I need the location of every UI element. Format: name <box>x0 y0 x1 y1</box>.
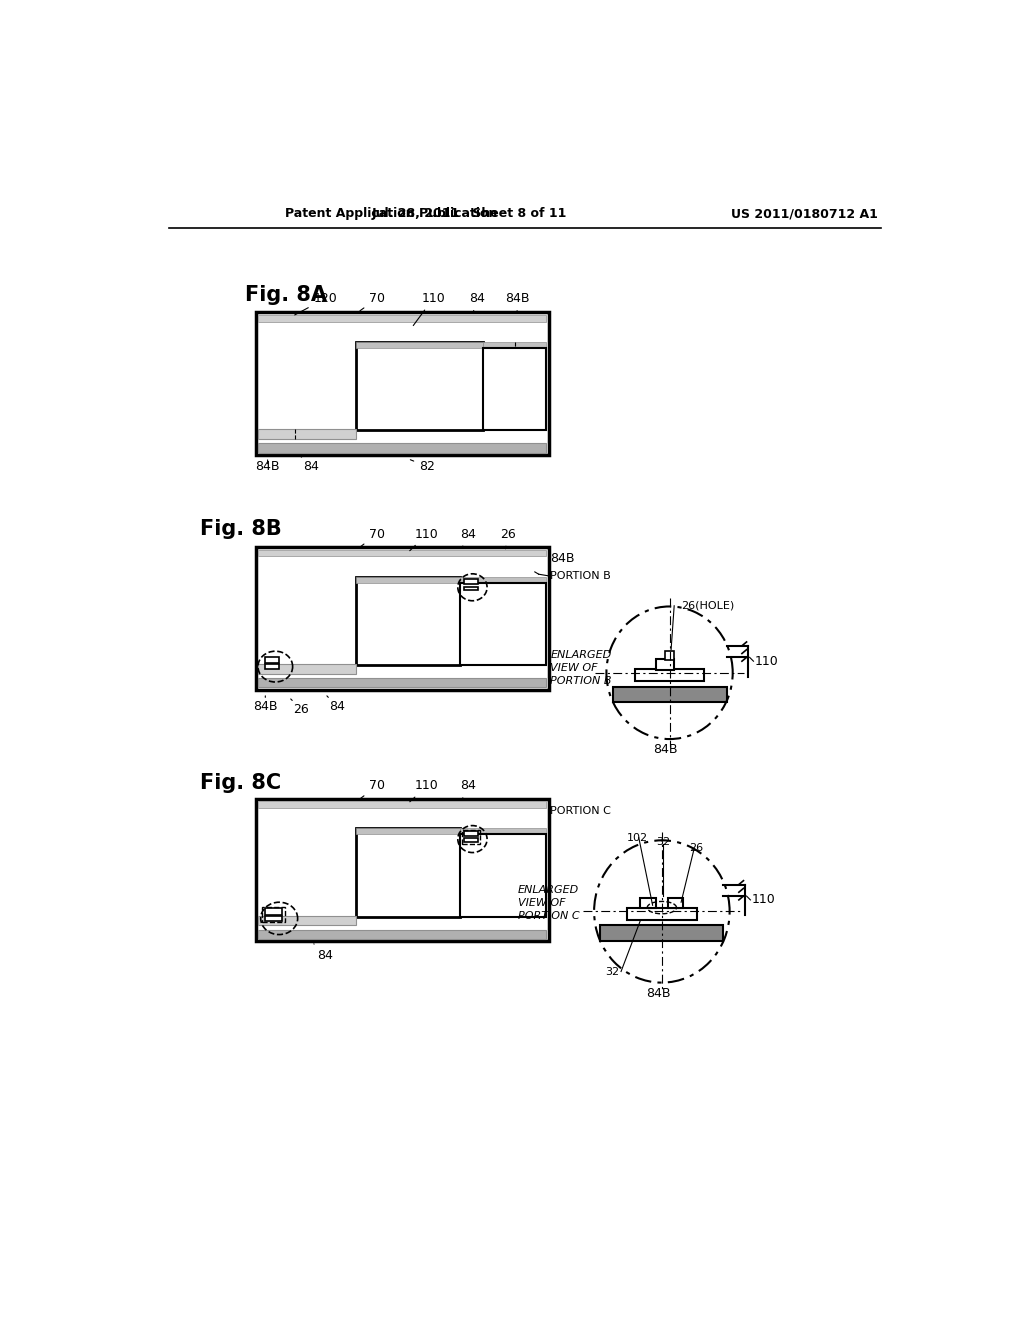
Bar <box>265 656 280 663</box>
Text: Fig. 8B: Fig. 8B <box>200 519 282 539</box>
Text: 70: 70 <box>360 292 385 310</box>
Text: 84B: 84B <box>255 459 280 473</box>
Text: 84: 84 <box>460 779 476 799</box>
Text: 84: 84 <box>460 528 476 546</box>
Text: PORTION B: PORTION B <box>550 676 611 686</box>
Bar <box>462 830 480 843</box>
Bar <box>665 651 674 660</box>
Text: 110: 110 <box>410 528 439 550</box>
Bar <box>258 549 547 557</box>
Bar <box>258 314 547 322</box>
Bar <box>464 838 478 842</box>
Text: PORTION B: PORTION B <box>550 570 611 581</box>
Bar <box>356 577 460 582</box>
Bar <box>460 829 547 834</box>
Text: ENLARGED: ENLARGED <box>550 649 611 660</box>
Bar <box>265 664 280 669</box>
Bar <box>628 908 696 920</box>
Bar <box>258 664 356 673</box>
Text: 70: 70 <box>359 779 385 799</box>
Text: 84: 84 <box>327 696 345 713</box>
Text: 32: 32 <box>656 837 671 847</box>
Text: 120: 120 <box>295 292 337 315</box>
Text: 26: 26 <box>500 528 516 549</box>
Text: 70: 70 <box>359 528 385 546</box>
Text: 84: 84 <box>469 292 485 313</box>
Bar <box>258 801 547 808</box>
Bar <box>256 548 549 689</box>
Text: 84B: 84B <box>646 986 671 999</box>
Bar <box>258 678 547 688</box>
Bar <box>258 444 547 453</box>
Bar <box>256 799 549 941</box>
Bar <box>464 578 478 585</box>
Text: 26: 26 <box>291 700 309 717</box>
Text: ENLARGED: ENLARGED <box>518 884 580 895</box>
Text: 84: 84 <box>300 455 319 473</box>
Bar <box>483 348 547 430</box>
Text: 84B: 84B <box>550 552 574 565</box>
Bar <box>612 686 727 702</box>
Bar <box>356 577 460 665</box>
Bar <box>464 586 478 590</box>
Bar <box>258 916 356 925</box>
Bar <box>460 577 547 582</box>
Text: 110: 110 <box>414 292 445 326</box>
Text: VIEW OF: VIEW OF <box>518 898 565 908</box>
Text: 84B: 84B <box>653 743 678 756</box>
Bar <box>600 925 724 941</box>
Text: 84: 84 <box>313 944 333 962</box>
Text: Fig. 8A: Fig. 8A <box>245 285 327 305</box>
Bar <box>460 582 547 665</box>
Text: US 2011/0180712 A1: US 2011/0180712 A1 <box>731 207 878 220</box>
Bar <box>258 929 547 940</box>
Text: Fig. 8C: Fig. 8C <box>200 774 281 793</box>
Text: VIEW OF: VIEW OF <box>550 663 598 673</box>
Text: 26(HOLE): 26(HOLE) <box>681 601 734 611</box>
Bar <box>635 669 705 681</box>
Text: PORTION C: PORTION C <box>518 911 580 921</box>
Text: 102: 102 <box>628 833 648 842</box>
Bar <box>262 907 286 923</box>
Bar <box>640 898 655 908</box>
Text: 110: 110 <box>755 655 778 668</box>
Text: 82: 82 <box>411 459 435 473</box>
Bar <box>356 829 460 917</box>
Bar <box>356 342 483 348</box>
Bar <box>464 830 478 836</box>
Text: 84B: 84B <box>505 292 529 313</box>
Text: PORTION C: PORTION C <box>550 807 611 816</box>
Bar <box>483 342 547 348</box>
Text: 84B: 84B <box>253 696 278 713</box>
Bar <box>265 908 283 915</box>
Text: 32: 32 <box>605 966 620 977</box>
Text: Jul. 28, 2011   Sheet 8 of 11: Jul. 28, 2011 Sheet 8 of 11 <box>372 207 567 220</box>
Text: 110: 110 <box>410 779 439 801</box>
Bar <box>356 342 483 430</box>
Bar <box>256 313 549 455</box>
Bar <box>265 916 283 921</box>
Bar <box>668 898 683 908</box>
Text: Patent Application Publication: Patent Application Publication <box>285 207 497 220</box>
Bar <box>356 829 460 834</box>
Bar <box>460 834 547 917</box>
Bar <box>258 429 356 438</box>
Text: 26: 26 <box>689 843 703 853</box>
Bar <box>655 659 674 671</box>
Text: 110: 110 <box>752 894 775 907</box>
